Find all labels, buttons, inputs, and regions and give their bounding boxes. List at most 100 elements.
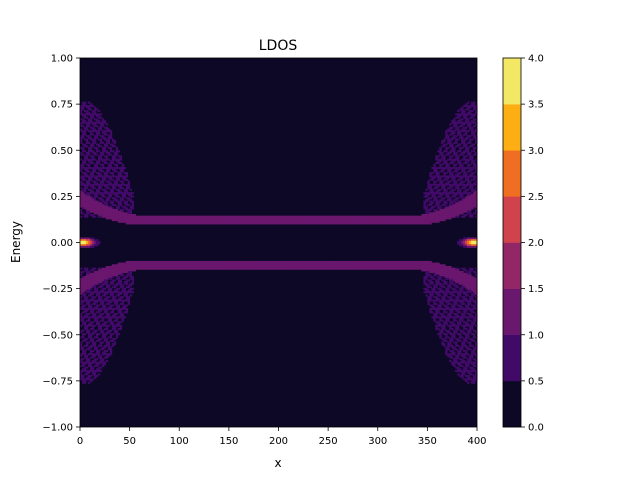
heatmap-cell (240, 260, 244, 264)
heatmap-cell (97, 307, 101, 310)
heatmap-cell (437, 188, 440, 191)
heatmap-cell (193, 217, 196, 220)
heatmap-cell (445, 165, 448, 168)
heatmap-cell (197, 215, 200, 218)
heatmap-cell (121, 212, 125, 215)
heatmap-cell (117, 291, 121, 294)
heatmap-cell (467, 200, 470, 203)
heatmap-cell (469, 302, 472, 305)
heatmap-cell (121, 272, 125, 275)
heatmap-cell (437, 158, 440, 161)
heatmap-cell (119, 307, 123, 310)
heatmap-cell (459, 333, 462, 336)
heatmap-cell (149, 265, 152, 269)
heatmap-cell (93, 284, 97, 287)
heatmap-cell (473, 178, 476, 181)
heatmap-cell (258, 220, 262, 223)
heatmap-cell (461, 163, 464, 166)
heatmap-cell (248, 262, 252, 265)
heatmap-cell (308, 265, 311, 269)
heatmap-cell (97, 155, 101, 158)
heatmap-cell (459, 244, 462, 247)
heatmap-cell (207, 265, 210, 269)
heatmap-cell (145, 260, 148, 264)
heatmap-cell (465, 198, 468, 201)
heatmap-cell (459, 161, 462, 165)
heatmap-cell (365, 222, 369, 225)
heatmap-cell (81, 118, 85, 121)
heatmap-cell (465, 205, 468, 208)
heatmap-cell (113, 289, 117, 292)
heatmap-cell (111, 143, 115, 146)
heatmap-cell (461, 276, 464, 279)
heatmap-cell (97, 192, 101, 195)
heatmap-cell (87, 240, 91, 243)
heatmap-cell (455, 213, 458, 217)
heatmap-cell (111, 281, 115, 284)
heatmap-cell (244, 217, 248, 220)
heatmap-cell (87, 170, 91, 173)
heatmap-cell (103, 150, 107, 153)
heatmap-cell (457, 200, 460, 203)
heatmap-cell (441, 193, 444, 196)
heatmap-cell (330, 260, 333, 264)
heatmap-cell (151, 262, 154, 265)
heatmap-cell (475, 301, 478, 304)
heatmap-cell (93, 175, 97, 178)
heatmap-cell (97, 187, 101, 190)
heatmap-cell (91, 123, 95, 126)
heatmap-cell (83, 130, 87, 133)
heatmap-cell (355, 260, 359, 264)
heatmap-cell (461, 125, 464, 128)
heatmap-cell (409, 220, 412, 223)
heatmap-cell (117, 307, 121, 310)
heatmap-cell (403, 265, 406, 269)
heatmap-cell (83, 128, 87, 131)
heatmap-cell (286, 264, 289, 267)
heatmap-cell (443, 188, 446, 191)
heatmap-cell (455, 297, 458, 300)
heatmap-cell (123, 200, 127, 203)
heatmap-cell (467, 212, 470, 215)
heatmap-cell (445, 282, 448, 285)
heatmap-cell (441, 187, 444, 190)
heatmap-cell (381, 262, 385, 265)
heatmap-cell (469, 210, 472, 213)
heatmap-cell (443, 297, 446, 300)
heatmap-cell (129, 272, 133, 275)
heatmap-cell (248, 219, 252, 222)
heatmap-cell (465, 115, 468, 118)
heatmap-cell (443, 213, 446, 217)
heatmap-cell (445, 192, 448, 195)
heatmap-cell (475, 203, 478, 206)
heatmap-cell (431, 172, 434, 175)
heatmap-cell (214, 219, 218, 222)
heatmap-cell (109, 311, 113, 314)
heatmap-cell (91, 272, 95, 275)
heatmap-cell (465, 336, 468, 339)
heatmap-cell (427, 302, 430, 305)
heatmap-cell (109, 213, 113, 217)
heatmap-cell (465, 299, 468, 302)
heatmap-cell (389, 217, 393, 220)
heatmap-cell (89, 118, 93, 121)
heatmap-cell (298, 222, 301, 225)
heatmap-cell (445, 163, 448, 166)
heatmap-cell (111, 307, 115, 310)
heatmap-cell (83, 240, 87, 243)
heatmap-cell (443, 328, 446, 331)
heatmap-cell (97, 267, 101, 270)
heatmap-cell (117, 205, 121, 208)
heatmap-cell (81, 130, 85, 133)
heatmap-cell (105, 316, 109, 319)
heatmap-cell (427, 286, 430, 289)
heatmap-cell (276, 219, 279, 222)
heatmap-cell (473, 163, 476, 166)
heatmap-cell (471, 333, 474, 336)
heatmap-cell (473, 192, 476, 195)
heatmap-cell (115, 282, 119, 285)
heatmap-cell (95, 150, 99, 153)
heatmap-cell (248, 220, 252, 223)
heatmap-cell (139, 267, 142, 270)
heatmap-cell (455, 135, 458, 138)
